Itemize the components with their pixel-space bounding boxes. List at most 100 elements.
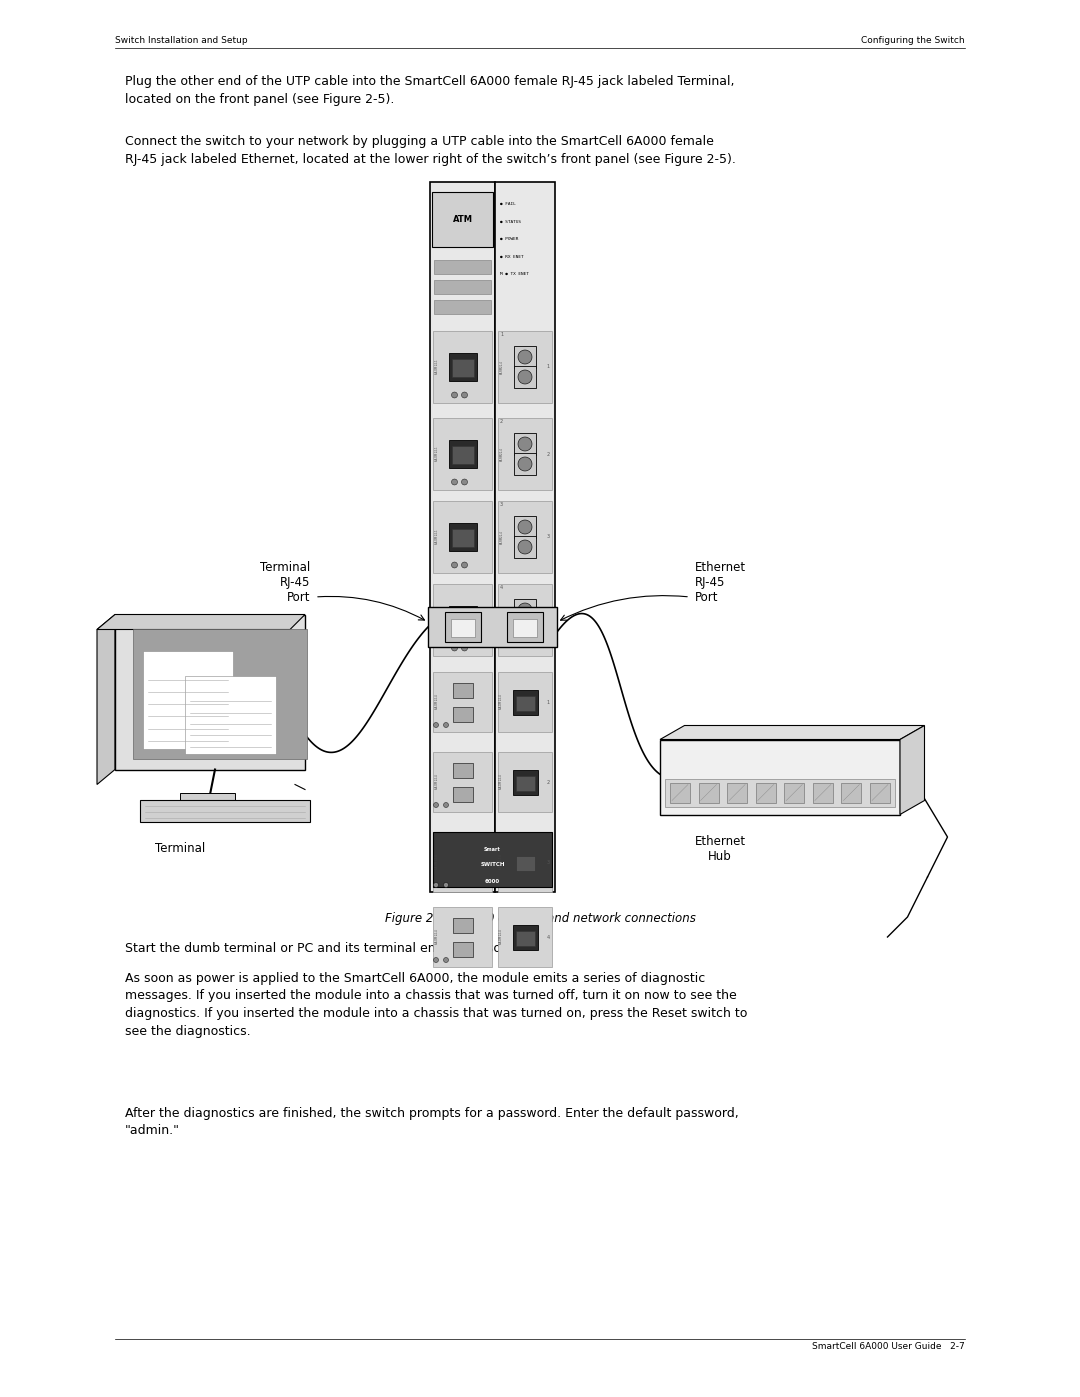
Text: 3: 3 bbox=[546, 535, 550, 539]
Bar bbox=[756, 782, 775, 802]
Bar bbox=[498, 907, 552, 967]
Bar bbox=[448, 522, 476, 550]
Bar bbox=[114, 615, 305, 770]
Text: 6A-OM 22-4: 6A-OM 22-4 bbox=[434, 694, 438, 710]
Bar bbox=[428, 608, 557, 647]
Text: Plug the other end of the UTP cable into the SmartCell 6A000 female RJ-45 jack l: Plug the other end of the UTP cable into… bbox=[125, 75, 734, 106]
Bar bbox=[143, 651, 233, 749]
Circle shape bbox=[451, 562, 458, 569]
Circle shape bbox=[461, 479, 468, 485]
Bar bbox=[514, 599, 536, 622]
Bar bbox=[433, 418, 492, 490]
Bar bbox=[660, 739, 900, 814]
Text: Figure 2-5   6A000 console and network connections: Figure 2-5 6A000 console and network con… bbox=[384, 912, 696, 925]
Bar bbox=[434, 300, 491, 314]
Bar bbox=[515, 855, 535, 870]
Text: 6A-OM 22-1: 6A-OM 22-1 bbox=[434, 613, 438, 627]
Bar bbox=[515, 775, 535, 791]
Text: Switch Installation and Setup: Switch Installation and Setup bbox=[114, 36, 247, 45]
Bar bbox=[453, 842, 473, 858]
Text: 6A-OM 22-4: 6A-OM 22-4 bbox=[434, 775, 438, 789]
Bar bbox=[133, 629, 307, 759]
Circle shape bbox=[518, 541, 532, 555]
Bar bbox=[498, 502, 552, 573]
Bar bbox=[513, 849, 538, 875]
Bar bbox=[495, 182, 555, 893]
Circle shape bbox=[461, 393, 468, 398]
Text: 6A-OM 22-4: 6A-OM 22-4 bbox=[434, 929, 438, 944]
Bar bbox=[453, 763, 473, 778]
Bar bbox=[453, 942, 473, 957]
Text: 6A-OM 22-1: 6A-OM 22-1 bbox=[434, 447, 438, 461]
Bar bbox=[453, 918, 473, 933]
Bar bbox=[453, 683, 473, 698]
Circle shape bbox=[444, 722, 448, 728]
Bar bbox=[515, 930, 535, 946]
Bar bbox=[665, 778, 895, 806]
Circle shape bbox=[518, 457, 532, 471]
Bar bbox=[451, 446, 473, 464]
Bar bbox=[514, 453, 536, 475]
Text: 6A-OM 22-1: 6A-OM 22-1 bbox=[434, 359, 438, 374]
Bar bbox=[727, 782, 747, 802]
Bar bbox=[513, 619, 537, 637]
Text: Terminal: Terminal bbox=[154, 841, 205, 855]
Bar bbox=[514, 536, 536, 557]
Circle shape bbox=[433, 883, 438, 887]
Bar bbox=[498, 752, 552, 812]
Bar bbox=[433, 502, 492, 573]
Text: 6A-RM21-4: 6A-RM21-4 bbox=[499, 529, 503, 543]
Bar bbox=[433, 833, 492, 893]
Text: 6A-OM 22-4: 6A-OM 22-4 bbox=[434, 855, 438, 869]
Circle shape bbox=[461, 645, 468, 651]
Circle shape bbox=[461, 562, 468, 569]
Bar bbox=[448, 353, 476, 381]
Bar bbox=[433, 752, 492, 812]
Text: 4: 4 bbox=[546, 935, 550, 940]
Text: Configuring the Switch: Configuring the Switch bbox=[862, 36, 966, 45]
Text: ATM: ATM bbox=[453, 215, 473, 224]
Bar bbox=[433, 833, 552, 887]
Bar bbox=[507, 612, 543, 643]
Text: Smart: Smart bbox=[484, 847, 501, 852]
Bar bbox=[699, 782, 718, 802]
Text: 6A-DM 22-4: 6A-DM 22-4 bbox=[499, 929, 503, 944]
Bar bbox=[448, 440, 476, 468]
Circle shape bbox=[444, 802, 448, 807]
Circle shape bbox=[518, 370, 532, 384]
Bar bbox=[433, 907, 492, 967]
Text: M ● TX ENET: M ● TX ENET bbox=[500, 272, 529, 277]
Text: ● POWER: ● POWER bbox=[500, 237, 518, 242]
Text: 6A-DM 22-4: 6A-DM 22-4 bbox=[499, 694, 503, 710]
Text: ● FAIL: ● FAIL bbox=[500, 203, 516, 205]
Text: Start the dumb terminal or PC and its terminal emulation software.: Start the dumb terminal or PC and its te… bbox=[125, 942, 544, 956]
Circle shape bbox=[451, 479, 458, 485]
Bar bbox=[498, 418, 552, 490]
Bar bbox=[870, 782, 890, 802]
Bar bbox=[513, 690, 538, 714]
Circle shape bbox=[444, 883, 448, 887]
Bar bbox=[514, 515, 536, 538]
Text: Connect the switch to your network by plugging a UTP cable into the SmartCell 6A: Connect the switch to your network by pl… bbox=[125, 136, 735, 165]
Bar bbox=[784, 782, 805, 802]
Text: Terminal
RJ-45
Port: Terminal RJ-45 Port bbox=[260, 560, 310, 604]
Bar bbox=[514, 366, 536, 388]
Bar bbox=[451, 359, 473, 377]
Bar bbox=[513, 770, 538, 795]
Polygon shape bbox=[660, 725, 924, 739]
Bar bbox=[433, 672, 492, 732]
Text: 1: 1 bbox=[500, 332, 503, 337]
Bar bbox=[498, 833, 552, 893]
Circle shape bbox=[444, 957, 448, 963]
Bar bbox=[432, 191, 492, 247]
Text: 6A-RM21-4: 6A-RM21-4 bbox=[499, 360, 503, 374]
Circle shape bbox=[518, 623, 532, 637]
Bar bbox=[180, 792, 235, 805]
Bar bbox=[841, 782, 862, 802]
Bar bbox=[514, 433, 536, 455]
Text: 6A-RM21-4: 6A-RM21-4 bbox=[499, 613, 503, 627]
Circle shape bbox=[433, 957, 438, 963]
Circle shape bbox=[433, 802, 438, 807]
Text: 2: 2 bbox=[546, 451, 550, 457]
Text: 6A-OM 22-1: 6A-OM 22-1 bbox=[434, 529, 438, 545]
